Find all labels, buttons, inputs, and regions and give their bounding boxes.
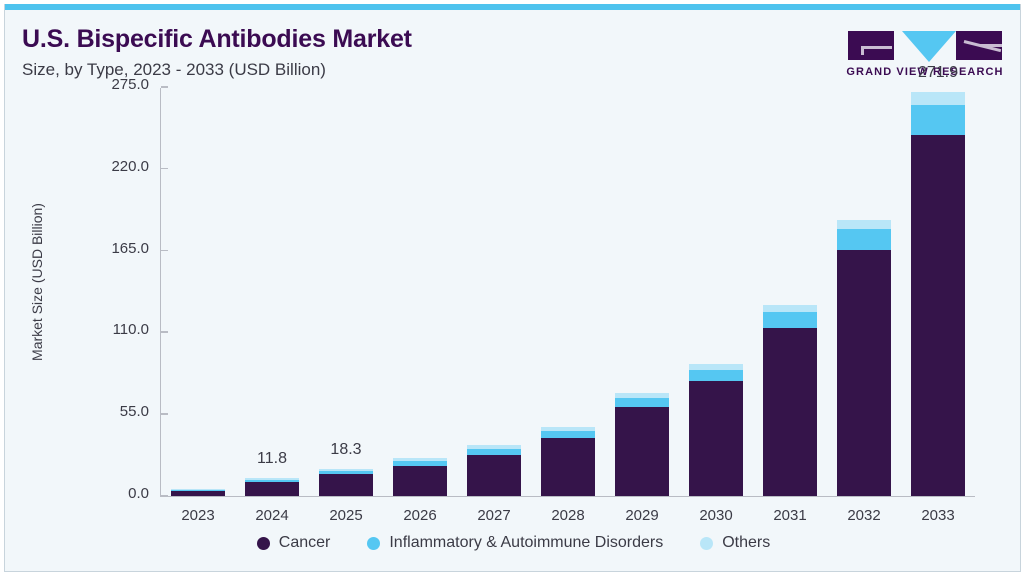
- bar-segment-cancer[interactable]: [911, 134, 965, 496]
- bar-segment-inflammatory[interactable]: [171, 489, 225, 492]
- bar-segment-others[interactable]: [615, 393, 669, 398]
- y-axis-title: Market Size (USD Billion): [29, 203, 45, 361]
- logo-wordmark: GRAND VIEW RESEARCH: [846, 66, 1004, 78]
- legend-color-swatch-icon: [367, 536, 381, 550]
- bar-group[interactable]: 2031: [763, 88, 817, 524]
- logo-marks: [846, 28, 1004, 63]
- bar-segment-cancer[interactable]: [541, 438, 595, 496]
- legend-item[interactable]: Others: [700, 534, 770, 552]
- bar-segment-others[interactable]: [393, 458, 447, 461]
- bar-series-container: 2023 11.8 2024 18.3 2025 2026 2027 2028 2029 2030…: [161, 64, 975, 524]
- bar-group[interactable]: 18.3 2025: [319, 88, 373, 524]
- bar-segment-inflammatory[interactable]: [689, 369, 743, 382]
- bar-segment-inflammatory[interactable]: [541, 430, 595, 438]
- y-axis-tick-mark: [161, 249, 168, 252]
- bar-segment-others[interactable]: [319, 468, 373, 471]
- bar-segment-inflammatory[interactable]: [319, 470, 373, 475]
- bar-segment-inflammatory[interactable]: [245, 479, 299, 483]
- bar-value-label: 11.8: [257, 450, 287, 468]
- bar-group[interactable]: 2023: [171, 88, 225, 524]
- chart-title: U.S. Bispecific Antibodies Market: [22, 25, 412, 53]
- bar-segment-cancer[interactable]: [689, 381, 743, 496]
- bar-group[interactable]: 2032: [837, 88, 891, 524]
- chart-card: U.S. Bispecific Antibodies Market Size, …: [4, 4, 1021, 572]
- bar-segment-inflammatory[interactable]: [837, 229, 891, 250]
- y-axis-tick-mark: [161, 495, 168, 497]
- bar-group[interactable]: 2029: [615, 88, 669, 524]
- y-axis-tick-label: 275.0: [111, 76, 149, 93]
- bar-segment-cancer[interactable]: [615, 406, 669, 496]
- bar-segment-inflammatory[interactable]: [763, 312, 817, 328]
- grand-view-research-logo: GRAND VIEW RESEARCH: [846, 28, 1004, 86]
- chart-legend: Cancer Inflammatory & Autoimmune Disorder…: [5, 534, 1020, 552]
- bar-segment-others[interactable]: [467, 445, 521, 449]
- logo-r-icon: [956, 31, 1002, 60]
- bar-group[interactable]: 11.8 2024: [245, 88, 299, 524]
- bar-group[interactable]: 2026: [393, 88, 447, 524]
- bar-segment-cancer[interactable]: [319, 474, 373, 496]
- y-axis-tick-label: 55.0: [119, 403, 149, 421]
- logo-g-bar: [861, 46, 892, 49]
- bar-segment-cancer[interactable]: [393, 465, 447, 496]
- legend-color-swatch-icon: [256, 536, 270, 550]
- x-axis-tick-label: 2024: [255, 507, 289, 524]
- logo-g-stem: [861, 46, 864, 55]
- y-axis-tick-mark: [161, 167, 168, 170]
- bar-segment-inflammatory[interactable]: [615, 397, 669, 407]
- y-axis-tick-mark: [161, 413, 168, 415]
- bar-group[interactable]: 2028: [541, 88, 595, 524]
- bar-value-label: 18.3: [330, 440, 362, 458]
- logo-g-icon: [848, 31, 894, 60]
- chart-plot: Market Size (USD Billion) 0.0 55.0 110.0 16…: [5, 64, 1020, 571]
- logo-v-triangle-icon: [902, 31, 956, 62]
- bar-segment-others[interactable]: [245, 478, 299, 480]
- x-axis-tick-label: 2028: [551, 507, 585, 524]
- legend-label: Cancer: [278, 534, 331, 551]
- bar-group[interactable]: 2030: [689, 88, 743, 524]
- y-axis-tick-label: 110.0: [112, 321, 149, 339]
- bar-value-label: 271.9: [917, 63, 959, 81]
- legend-label: Inflammatory & Autoimmune Disorders: [389, 534, 664, 551]
- legend-color-swatch-icon: [700, 536, 714, 550]
- bar-segment-cancer[interactable]: [245, 482, 299, 496]
- chart-header: U.S. Bispecific Antibodies Market Size, …: [5, 10, 1020, 88]
- bar-segment-others[interactable]: [837, 220, 891, 230]
- y-axis-tick-label: 0.0: [128, 485, 149, 502]
- chart-subtitle: Size, by Type, 2023 - 2033 (USD Billion): [22, 60, 326, 79]
- bar-group[interactable]: 271.9 2033: [911, 64, 965, 524]
- y-axis-tick-mark: [161, 331, 168, 333]
- x-axis-tick-label: 2027: [477, 507, 511, 524]
- bar-segment-others[interactable]: [541, 426, 595, 431]
- bar-segment-cancer[interactable]: [837, 249, 891, 496]
- bar-segment-cancer[interactable]: [467, 455, 521, 496]
- x-axis-tick-label: 2033: [921, 507, 955, 524]
- x-axis-tick-label: 2029: [625, 507, 659, 524]
- legend-item[interactable]: Cancer: [256, 534, 331, 552]
- legend-label: Others: [722, 534, 771, 551]
- bar-group[interactable]: 2027: [467, 88, 521, 524]
- bar-segment-cancer[interactable]: [763, 327, 817, 496]
- x-axis-tick-label: 2030: [699, 507, 733, 524]
- bar-segment-cancer[interactable]: [171, 491, 225, 496]
- x-axis-tick-label: 2032: [847, 507, 881, 524]
- bar-segment-others[interactable]: [763, 304, 817, 313]
- x-axis-tick-label: 2026: [403, 507, 437, 524]
- plot-area: 0.0 55.0 110.0 165.0 220.0 275.0 2023 11.8 2024…: [111, 64, 975, 524]
- y-axis-tick-label: 165.0: [111, 239, 149, 257]
- y-axis-tick-mark: [161, 86, 168, 88]
- bar-segment-inflammatory[interactable]: [467, 448, 521, 456]
- bar-segment-inflammatory[interactable]: [393, 460, 447, 466]
- y-axis-tick-label: 220.0: [111, 157, 149, 175]
- bar-segment-others[interactable]: [171, 488, 225, 490]
- x-axis-tick-label: 2031: [773, 507, 807, 524]
- x-axis-tick-label: 2025: [329, 507, 363, 524]
- bar-segment-others[interactable]: [911, 91, 965, 105]
- legend-item[interactable]: Inflammatory & Autoimmune Disorders: [367, 534, 663, 552]
- x-axis-tick-label: 2023: [181, 507, 215, 524]
- bar-segment-inflammatory[interactable]: [911, 104, 965, 135]
- logo-r-bar: [980, 44, 1002, 47]
- bar-segment-others[interactable]: [689, 363, 743, 370]
- accent-bar: [5, 4, 1020, 10]
